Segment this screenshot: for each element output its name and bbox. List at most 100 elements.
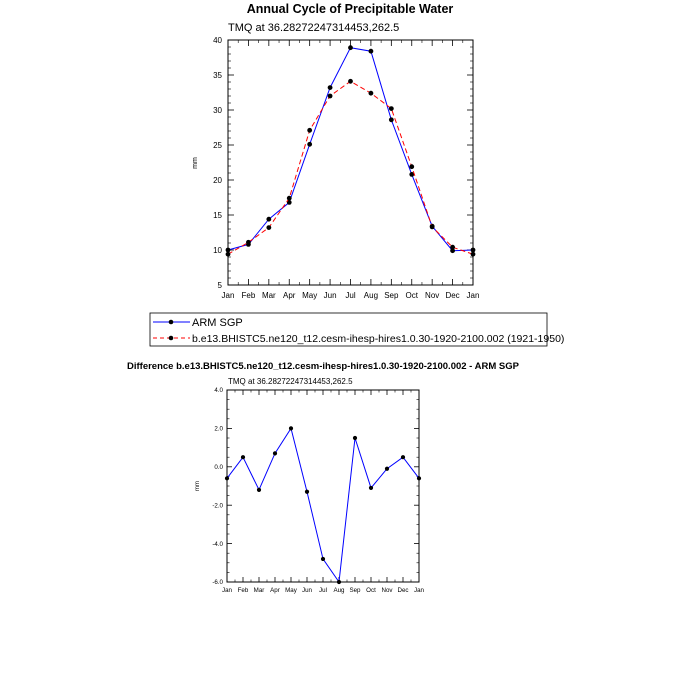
y-tick-label: 40	[213, 36, 222, 45]
y-tick-label: 5	[218, 281, 223, 290]
data-point	[368, 90, 374, 96]
y-tick-label: 4.0	[214, 387, 223, 394]
chart-subtitle: TMQ at 36.28272247314453,262.5	[228, 22, 399, 34]
x-tick-label: May	[302, 291, 317, 300]
data-point	[348, 78, 353, 84]
x-tick-label: Jan	[467, 291, 480, 300]
data-point	[336, 579, 342, 585]
y-tick-label: 0.0	[214, 464, 223, 471]
y-tick-label: 35	[213, 71, 222, 80]
x-tick-label: Jun	[302, 587, 313, 594]
y-tick-label: 10	[213, 246, 222, 255]
y-axis-label: mm	[192, 157, 199, 169]
x-tick-label: Aug	[333, 587, 345, 594]
difference-chart: Difference b.e13.BHISTC5.ne120_t12.cesm-…	[127, 361, 520, 594]
x-tick-label: Jan	[222, 291, 235, 300]
legend-marker-arm-sgp	[168, 319, 174, 325]
x-tick-label: Mar	[254, 587, 265, 594]
x-tick-label: Jul	[345, 291, 355, 300]
legend: ARM SGP b.e13.BHISTC5.ne120_t12.cesm-ihe…	[149, 312, 564, 347]
series-line	[227, 80, 474, 255]
chart-title: Annual Cycle of Precipitable Water	[247, 2, 454, 16]
x-tick-label: Mar	[262, 291, 276, 300]
data-point	[368, 485, 374, 491]
y-tick-label: 25	[213, 141, 222, 150]
data-point	[409, 164, 415, 170]
x-tick-label: Oct	[366, 587, 376, 594]
data-point	[286, 195, 292, 201]
data-point	[304, 489, 310, 494]
plot-frame	[227, 39, 474, 286]
x-tick-label: Jul	[319, 587, 327, 594]
y-tick-label: -6.0	[212, 579, 223, 586]
data-point	[348, 45, 353, 51]
data-point	[286, 200, 292, 205]
x-tick-label: Nov	[425, 291, 439, 300]
tick-group: Jan Feb Mar Apr May Jun Jul Aug Sep Oct Nov Dec Jan-…	[212, 387, 424, 594]
data-point	[307, 141, 313, 147]
data-point	[388, 117, 394, 123]
series-group	[225, 45, 476, 257]
annual-cycle-chart: Annual Cycle of Precipitable Water TMQ a…	[192, 2, 479, 300]
data-point	[288, 426, 294, 431]
data-point	[368, 48, 374, 54]
x-tick-label: Nov	[381, 587, 393, 594]
y-axis-label: mm	[195, 481, 201, 491]
legend-label-arm-sgp: ARM SGP	[192, 317, 243, 329]
legend-box	[149, 312, 548, 347]
x-tick-label: May	[285, 587, 298, 594]
data-point	[352, 435, 358, 441]
x-tick-label: Jun	[324, 291, 337, 300]
y-tick-label: -4.0	[212, 541, 223, 548]
data-point	[225, 247, 231, 253]
x-tick-label: Jan	[414, 587, 425, 594]
data-point	[240, 455, 246, 460]
data-point	[470, 251, 476, 257]
data-point	[409, 172, 415, 177]
y-tick-label: 20	[213, 176, 222, 185]
series-group	[224, 426, 422, 585]
legend-marker-model	[168, 335, 174, 341]
chart-title: Difference b.e13.BHISTC5.ne120_t12.cesm-…	[127, 361, 520, 372]
x-tick-label: Dec	[397, 587, 408, 594]
x-tick-label: Dec	[445, 291, 459, 300]
data-point	[400, 455, 406, 460]
y-tick-label: 2.0	[214, 426, 223, 433]
y-tick-label: 15	[213, 211, 222, 220]
x-tick-label: Feb	[238, 587, 249, 594]
series-line	[227, 47, 474, 252]
data-point	[256, 487, 262, 492]
data-point	[307, 127, 313, 133]
tick-group: Jan Feb Mar Apr May Jun Jul Aug Sep Oct Nov Dec Jan5…	[213, 36, 479, 300]
x-tick-label: Apr	[270, 587, 280, 594]
data-point	[225, 251, 231, 257]
chart-subtitle: TMQ at 36.28272247314453,262.5	[228, 377, 353, 386]
x-tick-label: Sep	[349, 587, 361, 594]
data-point	[327, 93, 333, 99]
data-point	[429, 224, 435, 230]
x-tick-label: Oct	[406, 291, 419, 300]
data-point	[450, 244, 455, 250]
data-point	[388, 106, 394, 111]
data-point	[416, 476, 422, 481]
y-tick-label: 30	[213, 106, 222, 115]
data-point	[384, 466, 390, 471]
legend-label-model: b.e13.BHISTC5.ne120_t12.cesm-ihesp-hires…	[192, 333, 564, 345]
data-point	[470, 247, 476, 253]
x-tick-label: Apr	[283, 291, 296, 300]
data-point	[224, 476, 230, 481]
plot-frame	[226, 389, 420, 583]
data-point	[320, 556, 326, 562]
x-tick-label: Sep	[384, 291, 399, 300]
data-point	[266, 216, 272, 222]
y-tick-label: -2.0	[212, 502, 223, 509]
x-tick-label: Aug	[364, 291, 378, 300]
data-point	[450, 248, 455, 254]
x-tick-label: Feb	[242, 291, 256, 300]
data-point	[327, 85, 333, 90]
data-point	[266, 225, 272, 231]
data-point	[272, 451, 278, 456]
x-tick-label: Jan	[222, 587, 233, 594]
data-point	[246, 239, 251, 245]
